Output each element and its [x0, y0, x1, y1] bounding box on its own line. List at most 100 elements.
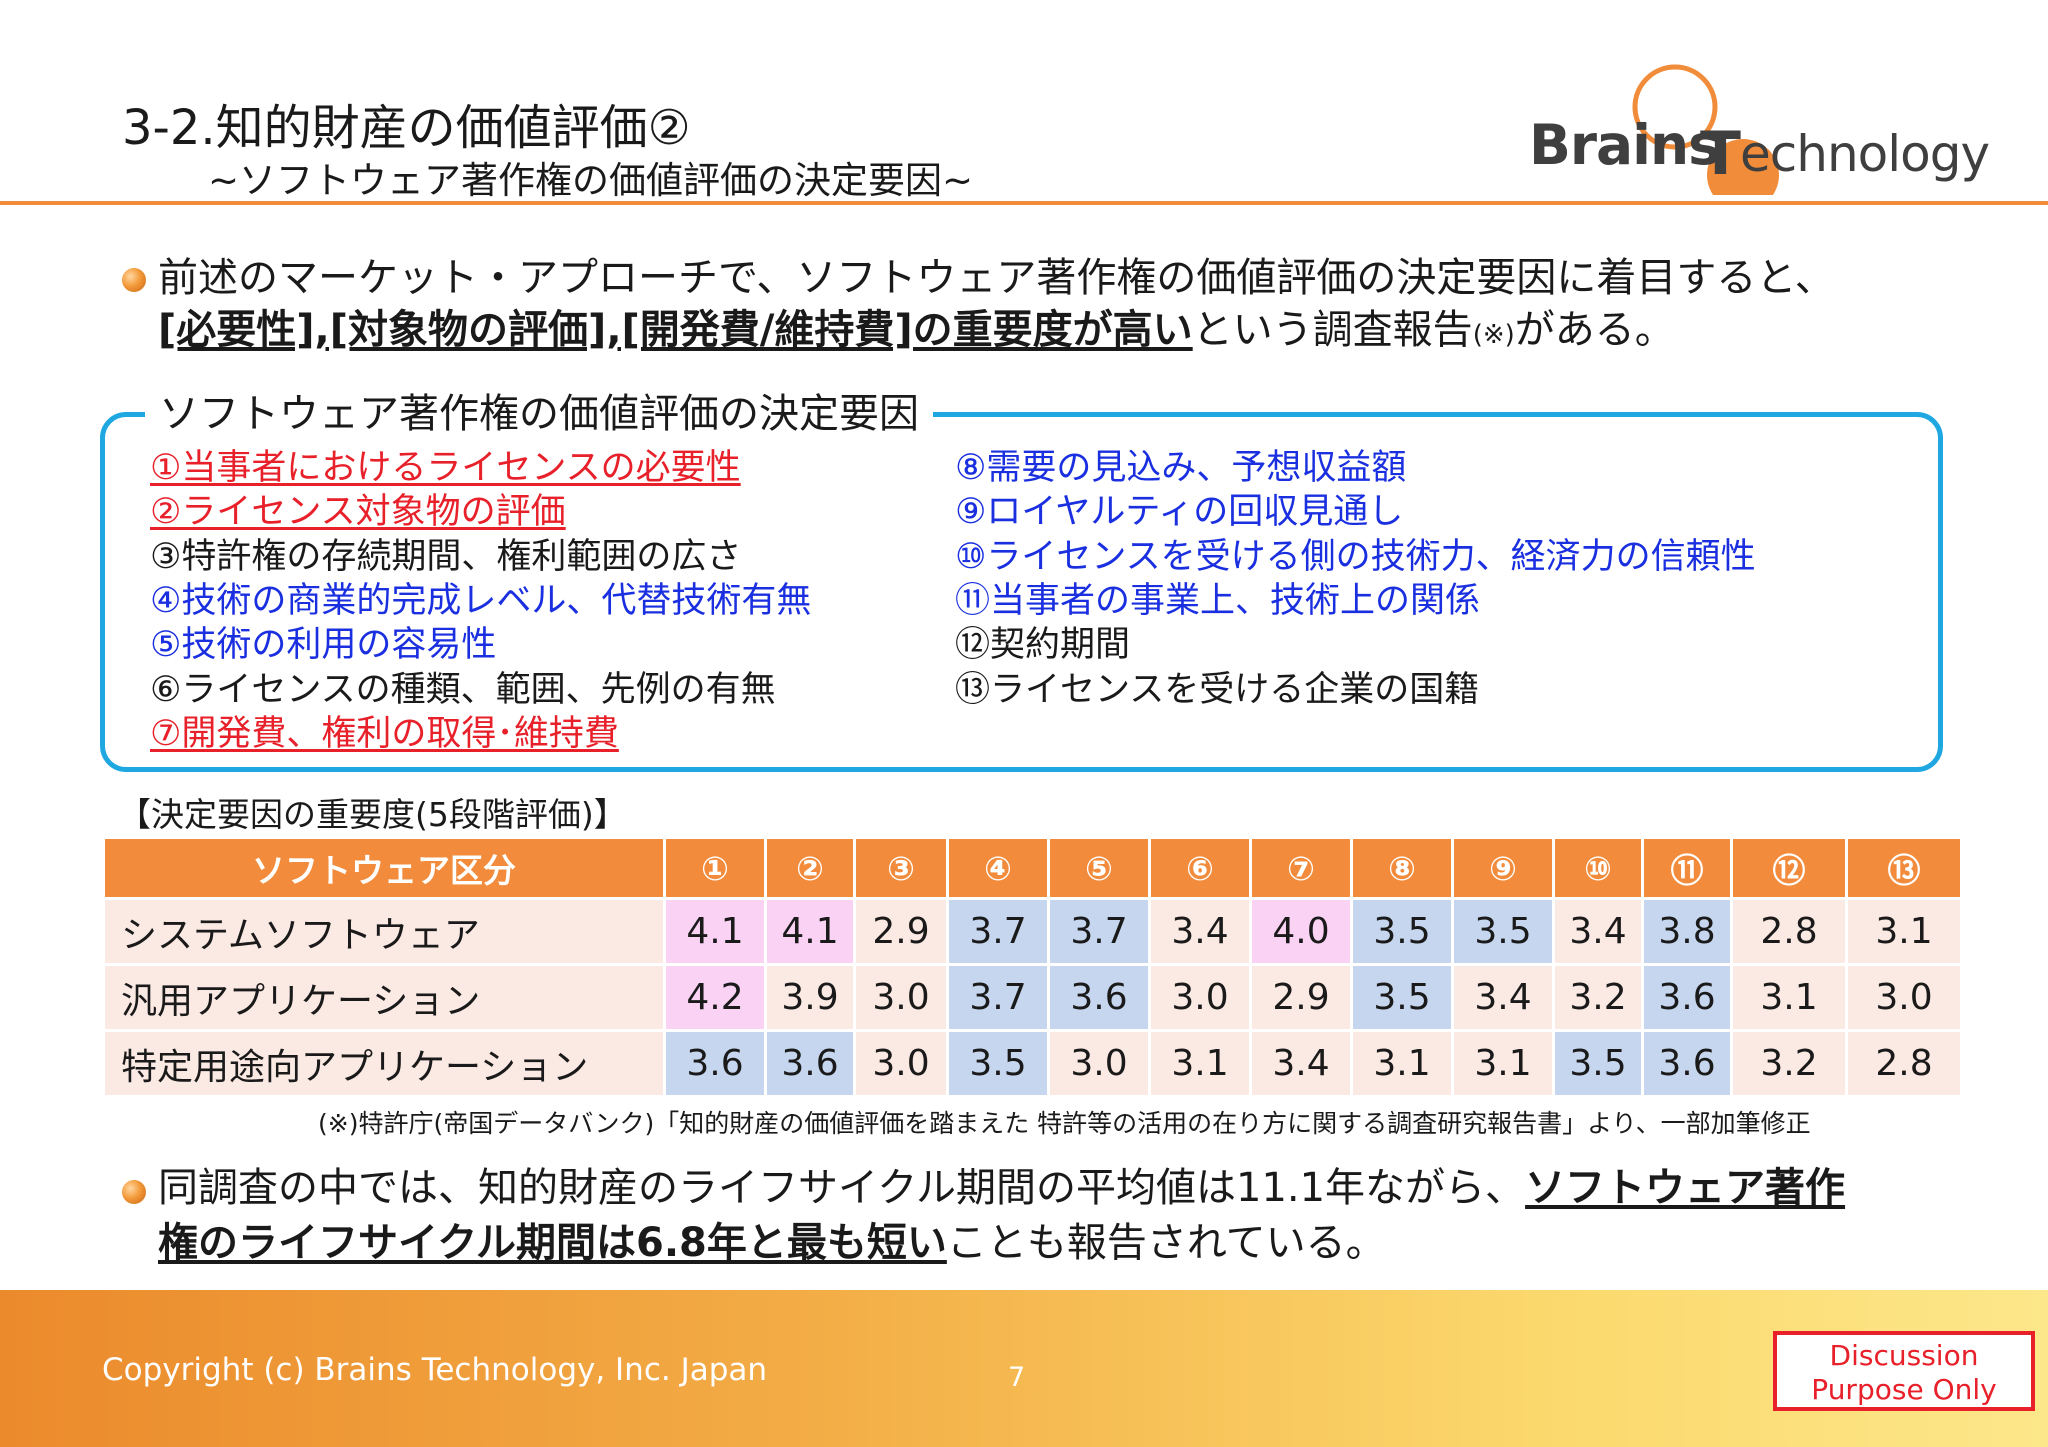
- table-header-factor: ⑥: [1151, 839, 1249, 900]
- table-header-factor: ⑦: [1252, 839, 1350, 900]
- discussion-line1: Discussion: [1829, 1339, 1979, 1372]
- score-cell: 3.7: [1050, 900, 1148, 966]
- factor-box-title: ソフトウェア著作権の価値評価の決定要因: [145, 381, 933, 439]
- bullet2-text: 同調査の中では、知的財産のライフサイクル期間の平均値は11.1年ながら、: [158, 1165, 1526, 1211]
- bullet2-line2: 権のライフサイクル期間は6.8年と最も短いことも報告されている。: [158, 1215, 1386, 1271]
- bullet-icon: [122, 1180, 146, 1204]
- score-cell: 3.4: [1252, 1032, 1350, 1098]
- footer-band: [0, 1290, 2048, 1447]
- brains-technology-logo: Brains T echnology: [1525, 55, 1990, 195]
- bullet2-emphasis-a: ソフトウェア著作: [1525, 1165, 1846, 1211]
- bullet1-end: がある。: [1514, 307, 1675, 353]
- score-cell: 3.6: [1050, 966, 1148, 1032]
- slide-subtitle: ~ソフトウェア著作権の価値評価の決定要因~: [208, 159, 974, 202]
- score-cell: 3.8: [1644, 900, 1730, 966]
- logo-technology-text: echnology: [1740, 125, 1990, 183]
- factor-box: [100, 412, 1943, 772]
- score-cell: 3.7: [949, 900, 1047, 966]
- table-header-factor: ④: [949, 839, 1047, 900]
- score-cell: 3.6: [1644, 1032, 1730, 1098]
- score-cell: 3.5: [1454, 900, 1552, 966]
- table-header-factor: ⑤: [1050, 839, 1148, 900]
- table-row: システムソフトウェア 4.1 4.1 2.9 3.7 3.7 3.4 4.0 3.5 3.5 3.4…: [105, 900, 1960, 966]
- bullet1-line1: 前述のマーケット・アプローチで、ソフトウェア著作権の価値評価の決定要因に着目する…: [158, 255, 1835, 301]
- logo-t-letter: T: [1700, 119, 1741, 189]
- table-header-factor: ③: [856, 839, 946, 900]
- table-header-factor: ⑫: [1733, 839, 1845, 900]
- score-cell: 2.9: [856, 900, 946, 966]
- score-cell: 3.1: [1151, 1032, 1249, 1098]
- factor-item: ②ライセンス対象物の評価: [150, 492, 566, 533]
- score-cell: 3.6: [666, 1032, 764, 1098]
- factor-item: ⑤技術の利用の容易性: [150, 625, 497, 666]
- table-header-factor: ⑩: [1555, 839, 1641, 900]
- factor-item: ⑨ロイヤルティの回収見通し: [955, 492, 1404, 533]
- score-cell: 3.4: [1151, 900, 1249, 966]
- table-header-factor: ②: [767, 839, 853, 900]
- table-header-factor: ①: [666, 839, 764, 900]
- factor-item: ⑬ライセンスを受ける企業の国籍: [955, 669, 1480, 710]
- factor-item: ⑪当事者の事業上、技術上の関係: [955, 580, 1481, 621]
- slide-title: 3-2.知的財産の価値評価②: [122, 100, 691, 156]
- bullet2-rest: ことも報告されている。: [946, 1220, 1386, 1266]
- bullet1-note-mark: (※): [1472, 320, 1515, 350]
- score-cell: 3.1: [1454, 1032, 1552, 1098]
- table-source-note: (※)特許庁(帝国データバンク)「知的財産の価値評価を踏まえた 特許等の活用の在…: [318, 1109, 1811, 1138]
- table-caption: 【決定要因の重要度(5段階評価)】: [118, 795, 627, 834]
- factor-item: ⑫契約期間: [955, 625, 1131, 666]
- score-cell: 3.6: [767, 1032, 853, 1098]
- bullet-icon: [122, 268, 146, 292]
- row-label: 特定用途向アプリケーション: [105, 1032, 663, 1098]
- bullet2-emphasis-b: 権のライフサイクル期間は6.8年と最も短い: [158, 1220, 947, 1266]
- factor-item: ⑧需要の見込み、予想収益額: [955, 448, 1407, 488]
- copyright-text: Copyright (c) Brains Technology, Inc. Ja…: [102, 1352, 768, 1388]
- row-label: 汎用アプリケーション: [105, 966, 663, 1032]
- factor-item: ⑦開発費、権利の取得･維持費: [150, 713, 619, 754]
- score-cell: 3.1: [1733, 966, 1845, 1032]
- page-number: 7: [1008, 1362, 1026, 1393]
- score-cell: 3.1: [1848, 900, 1960, 966]
- factor-item: ⑩ライセンスを受ける側の技術力、経済力の信頼性: [955, 536, 1756, 577]
- bullet1-emphasis: [必要性],[対象物の評価],[開発費/維持費]の重要度が高い: [158, 307, 1193, 353]
- score-cell: 3.5: [1353, 900, 1451, 966]
- bullet1-line2: [必要性],[対象物の評価],[開発費/維持費]の重要度が高いという調査報告(※…: [158, 302, 1675, 363]
- score-cell: 3.0: [1848, 966, 1960, 1032]
- factor-item: ①当事者におけるライセンスの必要性: [150, 448, 741, 488]
- logo-brains-text: Brains: [1529, 113, 1721, 177]
- score-cell: 3.4: [1454, 966, 1552, 1032]
- score-cell: 3.0: [1050, 1032, 1148, 1098]
- logo-rings-icon: [1632, 64, 1779, 195]
- bullet1-rest: という調査報告: [1192, 307, 1473, 353]
- score-cell: 3.1: [1353, 1032, 1451, 1098]
- score-cell: 3.2: [1555, 966, 1641, 1032]
- score-cell: 3.2: [1733, 1032, 1845, 1098]
- score-cell: 4.2: [666, 966, 764, 1032]
- score-cell: 2.8: [1848, 1032, 1960, 1098]
- score-cell: 3.0: [856, 966, 946, 1032]
- factor-item: ③特許権の存続期間、権利範囲の広さ: [150, 536, 742, 577]
- score-cell: 4.1: [767, 900, 853, 966]
- row-label: システムソフトウェア: [105, 900, 663, 966]
- score-cell: 3.0: [856, 1032, 946, 1098]
- score-cell: 3.5: [1353, 966, 1451, 1032]
- score-cell: 4.0: [1252, 900, 1350, 966]
- table-row: 汎用アプリケーション 4.2 3.9 3.0 3.7 3.6 3.0 2.9 3.5 3.4 3.2…: [105, 966, 1960, 1032]
- score-cell: 2.8: [1733, 900, 1845, 966]
- score-cell: 4.1: [666, 900, 764, 966]
- bullet2-line1: 同調査の中では、知的財産のライフサイクル期間の平均値は11.1年ながら、ソフトウ…: [158, 1160, 1845, 1216]
- table-header-factor: ⑪: [1644, 839, 1730, 900]
- header-divider: [0, 201, 2048, 205]
- discussion-line2: Purpose Only: [1811, 1373, 1997, 1406]
- table-row: 特定用途向アプリケーション 3.6 3.6 3.0 3.5 3.0 3.1 3.4 3.1 3.1…: [105, 1032, 1960, 1098]
- table-header-factor: ⑧: [1353, 839, 1451, 900]
- score-cell: 3.5: [949, 1032, 1047, 1098]
- factor-item: ⑥ライセンスの種類、範囲、先例の有無: [150, 669, 776, 710]
- score-cell: 3.0: [1151, 966, 1249, 1032]
- factor-item: ④技術の商業的完成レベル、代替技術有無: [150, 580, 812, 621]
- score-cell: 3.9: [767, 966, 853, 1032]
- score-cell: 3.5: [1555, 1032, 1641, 1098]
- score-cell: 2.9: [1252, 966, 1350, 1032]
- score-cell: 3.6: [1644, 966, 1730, 1032]
- table-header-factor: ⑬: [1848, 839, 1960, 900]
